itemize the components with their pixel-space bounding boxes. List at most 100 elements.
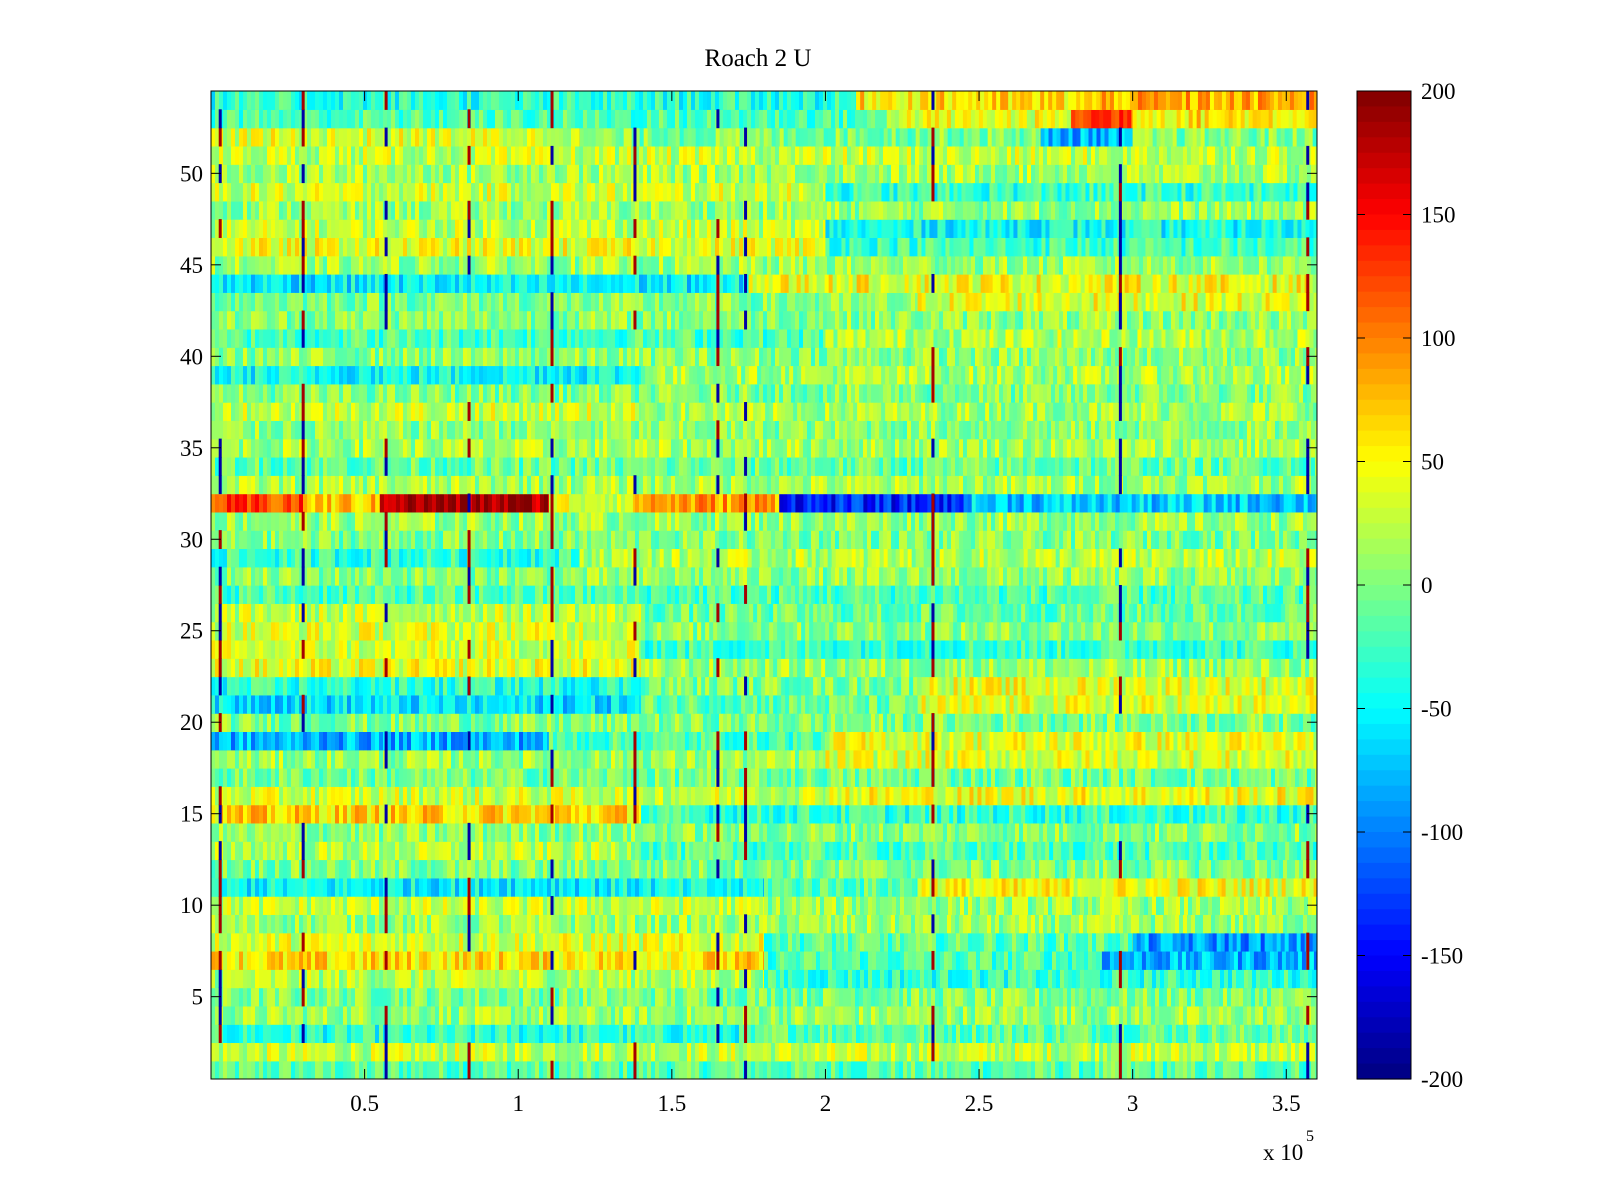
heatmap-cell (919, 1042, 924, 1062)
heatmap-cell (1033, 841, 1038, 861)
heatmap-cell (739, 1060, 744, 1079)
heatmap-cell (1060, 932, 1065, 952)
heatmap-cell (783, 1060, 788, 1079)
heatmap-cell (691, 969, 696, 989)
heatmap-cell (731, 1005, 736, 1025)
heatmap-cell (691, 877, 696, 897)
heatmap-cell (1175, 859, 1180, 879)
heatmap-cell (884, 896, 889, 915)
heatmap-cell (287, 786, 292, 806)
heatmap-cell (1207, 859, 1212, 879)
heatmap-cell (427, 877, 432, 897)
heatmap-cell (503, 950, 508, 970)
heatmap-cell (383, 786, 388, 806)
heatmap-cell (619, 987, 624, 1007)
heatmap-cell (371, 1060, 376, 1079)
heatmap-cell (211, 767, 216, 787)
heatmap-cell (936, 1024, 941, 1044)
heatmap-cell (804, 932, 809, 952)
heatmap-cell (747, 969, 752, 989)
heatmap-cell (487, 749, 492, 769)
heatmap-cell (547, 1024, 552, 1044)
heatmap (211, 91, 1317, 1079)
heatmap-cell (889, 749, 894, 769)
heatmap-cell (1199, 1005, 1204, 1025)
heatmap-cell (483, 950, 488, 970)
heatmap-cell (607, 987, 612, 1007)
heatmap-cell (687, 969, 692, 989)
heatmap-cell (259, 767, 264, 787)
heatmap-cell (575, 1005, 580, 1025)
heatmap-cell (747, 1042, 752, 1062)
heatmap-cell (547, 859, 552, 879)
heatmap-cell (1284, 1024, 1289, 1044)
heatmap-cell (299, 914, 304, 934)
heatmap-cell (880, 932, 885, 952)
heatmap-cell (1011, 767, 1016, 787)
heatmap-cell (275, 804, 280, 824)
heatmap-cell (787, 822, 792, 842)
heatmap-cell (599, 822, 604, 842)
heatmap-cell (639, 859, 644, 879)
heatmap-cell (1115, 987, 1120, 1007)
heatmap-cell (471, 914, 476, 934)
heatmap-cell (527, 767, 532, 787)
heatmap-cell (1225, 786, 1230, 806)
heatmap-cell (896, 1024, 901, 1044)
heatmap-cell (1199, 767, 1204, 787)
heatmap-cell (915, 914, 920, 934)
heatmap-cell (885, 749, 890, 769)
heatmap-cell (363, 804, 368, 824)
heatmap-cell (979, 767, 984, 787)
heatmap-cell (751, 1005, 756, 1025)
heatmap-cell (1281, 877, 1287, 897)
heatmap-cell (403, 877, 408, 897)
heatmap-cell (295, 969, 300, 989)
heatmap-cell (925, 841, 930, 861)
heatmap-cell (817, 841, 822, 861)
heatmap-cell (679, 896, 684, 915)
heatmap-cell (1247, 1060, 1252, 1079)
heatmap-cell (1027, 914, 1032, 934)
heatmap-cell (363, 987, 368, 1007)
heatmap-cell (495, 1042, 500, 1062)
heatmap-cell (780, 932, 785, 952)
heatmap-cell (467, 804, 472, 824)
heatmap-cell (547, 987, 552, 1007)
heatmap-cell (1139, 1005, 1144, 1025)
heatmap-cell (963, 914, 968, 934)
heatmap-cell (784, 932, 789, 952)
heatmap-cell (279, 786, 284, 806)
heatmap-cell (1208, 1024, 1213, 1044)
heatmap-cell (981, 786, 986, 806)
heatmap-cell (1087, 822, 1092, 842)
heatmap-cell (471, 804, 476, 824)
heatmap-cell (1087, 1060, 1092, 1079)
heatmap-cell (559, 1042, 564, 1062)
heatmap-cell (567, 1005, 572, 1025)
heatmap-cell (916, 969, 921, 989)
heatmap-cell (965, 749, 970, 769)
heatmap-cell (1008, 969, 1013, 989)
heatmap-cell (1279, 767, 1284, 787)
heatmap-cell (1247, 1042, 1252, 1062)
heatmap-cell (595, 786, 600, 806)
heatmap-cell (1301, 877, 1307, 897)
heatmap-cell (1151, 859, 1156, 879)
heatmap-cell (947, 1060, 952, 1079)
heatmap-cell (651, 822, 656, 842)
heatmap-cell (283, 822, 288, 842)
heatmap-cell (983, 914, 988, 934)
heatmap-cell (335, 786, 340, 806)
heatmap-cell (1039, 1005, 1044, 1025)
heatmap-cell (1011, 822, 1016, 842)
heatmap-cell (411, 987, 416, 1007)
heatmap-cell (443, 969, 448, 989)
heatmap-cell (1235, 1042, 1240, 1062)
heatmap-cell (992, 932, 997, 952)
heatmap-cell (511, 804, 516, 824)
heatmap-cell (331, 1024, 336, 1044)
heatmap-cell (631, 896, 636, 915)
heatmap-cell (291, 969, 296, 989)
heatmap-cell (1055, 1060, 1060, 1079)
